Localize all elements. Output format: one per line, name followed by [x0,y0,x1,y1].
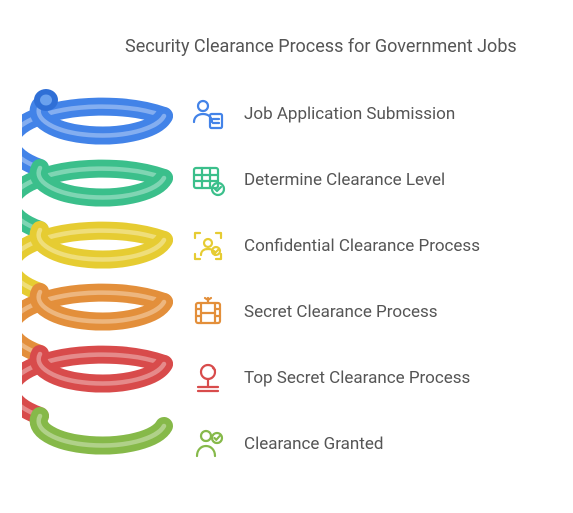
step-row: Confidential Clearance Process [190,228,480,264]
table-check-icon [190,162,226,198]
step-row: Job Application Submission [190,96,480,132]
stamp-icon [190,360,226,396]
step-label: Confidential Clearance Process [244,236,480,256]
spiral-cap-inner [40,95,52,106]
step-label: Top Secret Clearance Process [244,368,470,388]
step-label: Determine Clearance Level [244,170,445,190]
step-label: Secret Clearance Process [244,302,438,322]
step-label: Job Application Submission [244,104,455,124]
step-row: Clearance Granted [190,426,480,462]
step-row: Determine Clearance Level [190,162,480,198]
step-row: Secret Clearance Process [190,294,480,330]
film-flag-icon [190,294,226,330]
steps-list: Job Application Submission Determine Cle… [190,96,480,462]
spiral-graphic [22,78,182,498]
scan-person-icon [190,228,226,264]
step-row: Top Secret Clearance Process [190,360,480,396]
step-label: Clearance Granted [244,434,383,454]
page-title: Security Clearance Process for Governmen… [125,36,533,57]
person-doc-icon [190,96,226,132]
person-check-icon [190,426,226,462]
